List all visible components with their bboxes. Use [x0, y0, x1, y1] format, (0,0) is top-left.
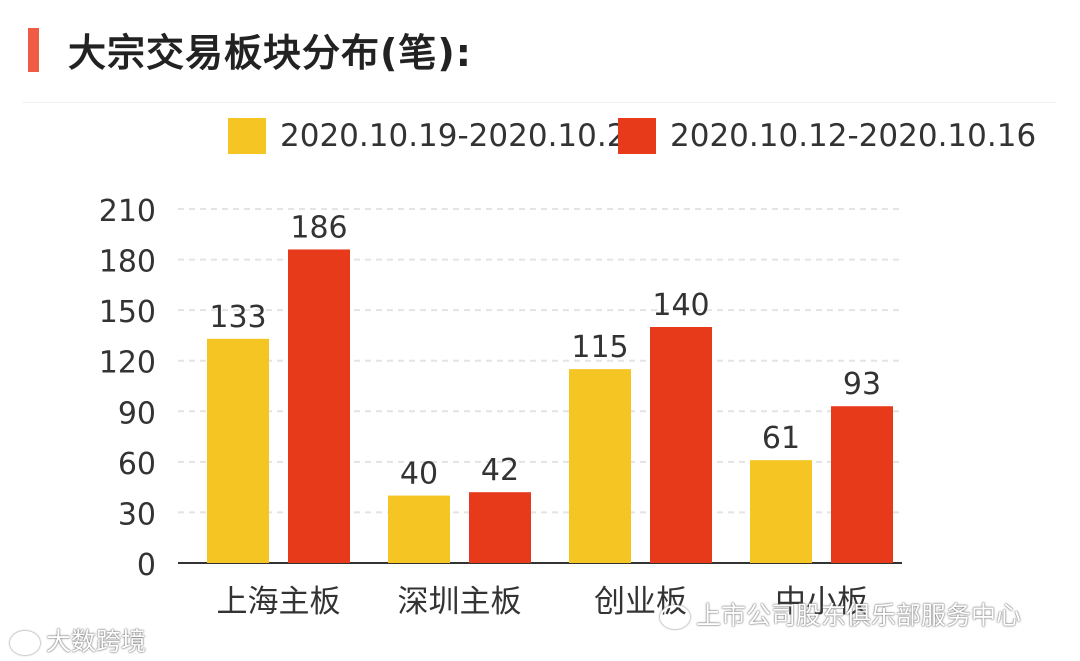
bar-中小板-series-1 — [750, 460, 812, 563]
legend-label-series-1: 2020.10.19-2020.10.23 — [280, 118, 647, 154]
bar-上海主板-series-2 — [288, 249, 350, 563]
watermark-left: 大数跨境 — [10, 622, 146, 658]
watermark-right: 上市公司股东俱乐部服务中心 — [660, 596, 1021, 632]
x-tick-label-上海主板: 上海主板 — [217, 584, 341, 620]
data-label-中小板-series-2: 93 — [843, 367, 881, 402]
bar-创业板-series-1 — [569, 369, 631, 563]
title-accent-bar — [28, 28, 39, 72]
watermark-right-text: 上市公司股东俱乐部服务中心 — [696, 601, 1022, 630]
legend-swatch-series-2 — [618, 118, 656, 154]
y-tick-label-0: 0 — [137, 548, 156, 583]
watermark-left-text: 大数跨境 — [46, 627, 147, 656]
legend-label-series-2: 2020.10.12-2020.10.16 — [670, 118, 1037, 154]
y-tick-label-120: 120 — [99, 346, 156, 381]
bar-深圳主板-series-2 — [469, 492, 531, 563]
data-label-深圳主板-series-2: 42 — [481, 453, 519, 488]
data-label-创业板-series-2: 140 — [652, 288, 709, 323]
y-tick-label-90: 90 — [118, 396, 156, 431]
bar-创业板-series-2 — [650, 327, 712, 563]
header: 大宗交易板块分布(笔): — [0, 0, 1080, 100]
data-label-深圳主板-series-1: 40 — [400, 457, 438, 492]
y-tick-label-180: 180 — [99, 245, 156, 280]
legend-swatch-series-1 — [228, 118, 266, 154]
y-tick-label-30: 30 — [118, 497, 156, 532]
bar-深圳主板-series-1 — [388, 495, 450, 563]
bar-中小板-series-2 — [831, 406, 893, 563]
x-tick-label-中小板: 中小板 — [775, 584, 868, 620]
y-tick-label-210: 210 — [99, 194, 156, 229]
y-tick-label-60: 60 — [118, 447, 156, 482]
header-divider — [22, 102, 1056, 103]
x-tick-label-深圳主板: 深圳主板 — [398, 584, 522, 620]
watermark-logo-icon — [10, 631, 40, 655]
data-label-中小板-series-1: 61 — [762, 421, 800, 456]
data-label-上海主板-series-1: 133 — [209, 300, 266, 335]
bar-上海主板-series-1 — [207, 338, 269, 563]
y-tick-label-150: 150 — [99, 295, 156, 330]
wechat-icon — [660, 605, 690, 629]
data-label-创业板-series-1: 115 — [571, 330, 628, 365]
data-label-上海主板-series-2: 186 — [290, 210, 347, 245]
chart-title: 大宗交易板块分布(笔): — [68, 31, 472, 75]
